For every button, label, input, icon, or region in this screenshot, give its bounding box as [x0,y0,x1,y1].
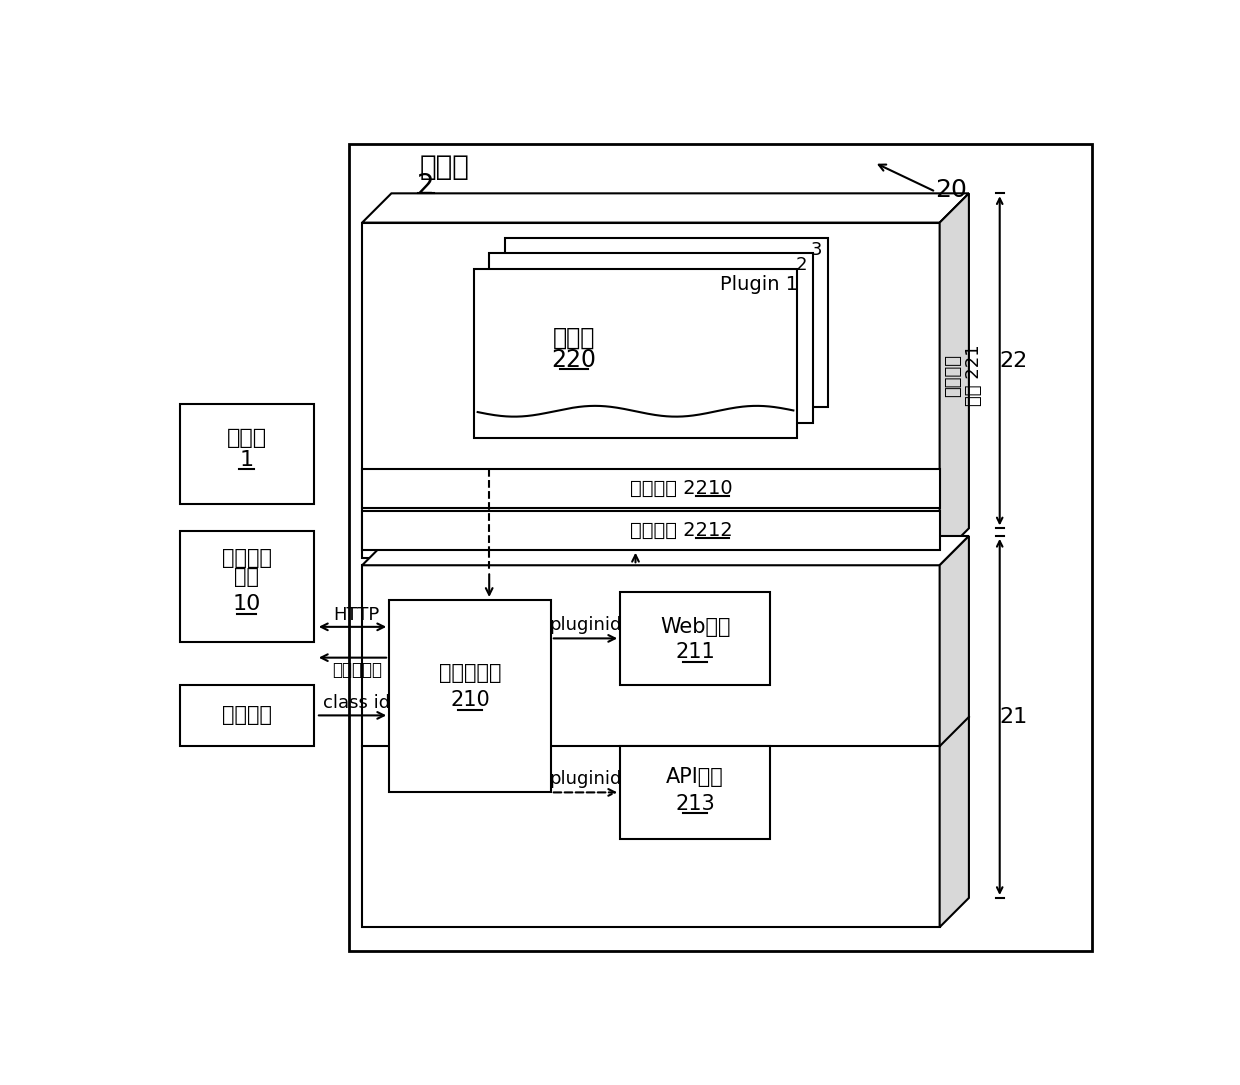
Text: 20: 20 [935,178,967,202]
Text: 工具: 工具 [234,566,259,587]
Text: pluginid: pluginid [549,615,621,634]
Text: API模块: API模块 [666,767,724,787]
Text: 框架接口 2212: 框架接口 2212 [630,521,733,540]
Text: 加密数据包: 加密数据包 [332,661,382,679]
Polygon shape [940,536,968,928]
Bar [180,404,315,503]
Text: 客户端: 客户端 [420,153,470,181]
Bar [389,600,551,792]
Bar [350,144,1092,952]
Text: 插件框架
模块 221: 插件框架 模块 221 [944,345,983,406]
Polygon shape [362,193,968,222]
Bar [180,531,315,642]
Text: 213: 213 [676,794,715,814]
Bar [362,565,940,928]
Bar [620,592,770,685]
Bar [474,269,797,438]
Text: 插件接口 2210: 插件接口 2210 [630,478,733,498]
Bar [620,746,770,839]
Text: class id: class id [324,694,391,712]
Bar [362,222,940,558]
Bar [505,238,828,407]
Text: 21: 21 [999,707,1028,727]
Text: 1: 1 [239,450,254,470]
Bar [362,469,940,508]
Text: Web引擎: Web引擎 [660,617,730,637]
Text: pluginid: pluginid [549,769,621,788]
Text: 10: 10 [232,593,260,614]
Text: 211: 211 [676,642,715,662]
Text: 页面触发: 页面触发 [222,705,272,726]
Text: 210: 210 [450,690,490,710]
Bar [180,685,315,746]
Polygon shape [940,193,968,558]
Bar [490,254,812,423]
Text: 2: 2 [795,256,807,273]
Text: 2: 2 [417,171,435,200]
Text: HTTP: HTTP [334,607,379,624]
Text: Plugin 1: Plugin 1 [719,275,797,294]
Text: 打包加密: 打包加密 [222,548,272,567]
Text: 插件管理器: 插件管理器 [439,663,501,684]
Text: 220: 220 [552,347,596,372]
Text: 服务端: 服务端 [227,429,267,448]
Text: 22: 22 [999,350,1028,371]
Bar [362,511,940,550]
Text: 插件库: 插件库 [553,327,595,350]
Text: 3: 3 [811,241,822,258]
Polygon shape [362,536,968,565]
